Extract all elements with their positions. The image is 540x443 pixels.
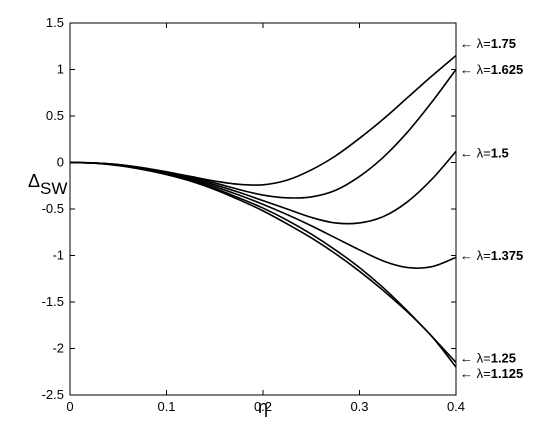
series-label-symbol: λ= <box>477 62 491 77</box>
x-axis-title: η <box>258 397 268 417</box>
series-label-symbol: λ= <box>477 366 491 381</box>
y-tick-label: 0.5 <box>46 108 64 123</box>
series-label: ← λ=1.375 <box>460 248 523 263</box>
y-tick-label: 0 <box>57 155 64 170</box>
series-label: ← λ=1.125 <box>460 366 523 381</box>
x-tick-label: 0.4 <box>447 399 465 414</box>
series-line <box>69 161 457 368</box>
series-label: ← λ=1.625 <box>460 62 523 77</box>
series-label-value: 1.25 <box>491 350 516 365</box>
series-label-symbol: λ= <box>477 36 491 51</box>
series-label-symbol: λ= <box>477 146 491 161</box>
series-label-value: 1.5 <box>491 146 509 161</box>
series-label-symbol: λ= <box>477 350 491 365</box>
series-label-value: 1.125 <box>491 366 524 381</box>
y-tick-label: -2 <box>52 341 64 356</box>
y-tick-label: 1 <box>57 62 64 77</box>
y-axis-title: ΔSW <box>28 171 67 198</box>
series-label-arrow: ← <box>460 36 477 51</box>
series-label-value: 1.375 <box>491 248 524 263</box>
x-tick-label: 0.3 <box>350 399 368 414</box>
series-label-value: 1.75 <box>491 36 516 51</box>
series-label-value: 1.625 <box>491 62 524 77</box>
y-axis-title-symbol: Δ <box>28 171 40 191</box>
series-label: ← λ=1.25 <box>460 350 516 365</box>
tick-layer: 0 0.1 0.2 0.3 0.4 -2.5 -2 -1.5 -1 -0.5 0 0.5 1 1.5 <box>42 15 465 414</box>
series-label-arrow: ← <box>460 248 477 263</box>
series-label-arrow: ← <box>460 350 477 365</box>
series-label-arrow: ← <box>460 366 477 381</box>
y-tick-label: 1.5 <box>46 15 64 30</box>
series-label: ← λ=1.5 <box>460 146 509 161</box>
y-tick-label: -1.5 <box>42 294 64 309</box>
y-tick-label: -0.5 <box>42 201 64 216</box>
x-tick-label: 0.1 <box>157 399 175 414</box>
series-label-arrow: ← <box>460 62 477 77</box>
y-tick-label: -2.5 <box>42 387 64 402</box>
series-label-symbol: λ= <box>477 248 491 263</box>
series-label-arrow: ← <box>460 146 477 161</box>
x-tick-label: 0.2 <box>254 399 272 414</box>
x-tick-label: 0 <box>66 399 73 414</box>
y-tick-label: -1 <box>52 248 64 263</box>
series-label-layer: ← λ=1.75← λ=1.625← λ=1.5← λ=1.375← λ=1.2… <box>460 36 523 381</box>
series-layer <box>69 54 457 368</box>
y-axis-title-subscript: SW <box>40 179 67 198</box>
series-label: ← λ=1.75 <box>460 36 516 51</box>
